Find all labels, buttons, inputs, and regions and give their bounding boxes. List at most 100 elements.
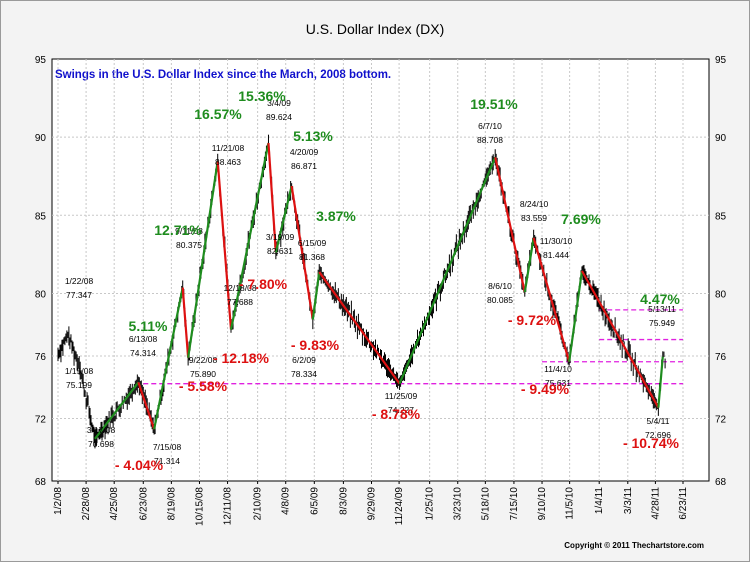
swing-date-label: 8/24/10 <box>520 199 549 209</box>
y-tick-label-left: 68 <box>35 477 47 488</box>
swing-date-label: 9/11/08 <box>175 226 203 236</box>
loss-percent-label: - 5.58% <box>179 378 228 394</box>
chart-subtitle: Swings in the U.S. Dollar Index since th… <box>55 69 391 81</box>
x-tick-label: 1/25/10 <box>425 487 436 521</box>
gain-percent-label: 4.47% <box>640 291 680 307</box>
x-tick-label: 3/3/11 <box>623 487 634 514</box>
plot-area <box>51 58 710 482</box>
x-tick-label: 4/28/11 <box>650 487 661 520</box>
x-tick-label: 6/23/11 <box>678 487 689 520</box>
downswing-line <box>494 157 526 293</box>
loss-percent-label: - 9.72% <box>508 312 557 328</box>
y-tick-label-left: 90 <box>35 133 47 144</box>
swing-date-label: 3/17/08 <box>87 425 116 435</box>
upswing-line <box>657 356 664 408</box>
x-tick-label: 1/4/11 <box>594 487 605 514</box>
swing-value-label: 80.085 <box>487 295 513 305</box>
swing-date-label: 11/30/10 <box>540 236 573 246</box>
chart-title: U.S. Dollar Index (DX) <box>306 21 444 37</box>
swing-value-label: 86.871 <box>291 161 317 171</box>
downswing-line <box>290 185 314 320</box>
loss-percent-label: - 7.80% <box>239 276 288 292</box>
swing-value-label: 74.227 <box>388 405 414 415</box>
gain-percent-label: 3.87% <box>316 208 356 224</box>
swing-value-label: 82.631 <box>267 246 293 256</box>
swing-value-label: 78.334 <box>291 369 317 379</box>
x-tick-label: 9/10/10 <box>537 487 548 521</box>
downswing-line <box>532 237 571 363</box>
downswing-line <box>580 270 660 409</box>
x-tick-label: 7/15/10 <box>509 487 520 521</box>
swing-value-label: 75.890 <box>190 369 216 379</box>
gain-percent-label: 5.11% <box>129 318 168 334</box>
x-tick-label: 2/28/08 <box>81 487 92 521</box>
y-tick-label-left: 80 <box>35 289 47 300</box>
swing-value-label: 77.347 <box>66 290 92 300</box>
upswing-line <box>568 270 584 362</box>
gain-percent-label: 19.51% <box>470 96 518 112</box>
x-tick-label: 11/5/10 <box>565 487 576 520</box>
swing-value-label: 88.463 <box>215 157 241 167</box>
x-tick-label: 4/25/08 <box>109 487 120 521</box>
loss-percent-label: - 9.83% <box>291 337 340 353</box>
x-tick-label: 11/24/09 <box>394 487 405 526</box>
swing-date-label: 8/6/10 <box>488 281 512 291</box>
swing-date-label: 5/4/11 <box>646 416 669 426</box>
swing-date-label: 6/2/09 <box>292 355 316 365</box>
x-tick-label: 9/29/09 <box>366 487 377 521</box>
downswing-line <box>267 142 277 253</box>
swing-date-label: 1/22/08 <box>65 276 94 286</box>
x-tick-label: 4/8/09 <box>281 487 292 515</box>
x-tick-label: 8/19/08 <box>166 487 177 521</box>
swing-value-label: 80.375 <box>176 240 202 250</box>
upswing-line <box>311 271 321 320</box>
swing-value-label: 81.444 <box>543 250 569 260</box>
swing-value-label: 83.559 <box>521 213 547 223</box>
x-tick-label: 12/11/08 <box>223 487 234 526</box>
swing-value-label: 81.368 <box>299 252 325 262</box>
x-tick-label: 3/23/10 <box>453 487 464 521</box>
loss-percent-label: - 10.74% <box>623 435 680 451</box>
gain-percent-label: 16.57% <box>194 106 242 122</box>
y-tick-label-right: 85 <box>715 211 727 222</box>
swing-value-label: 89.624 <box>266 112 292 122</box>
swing-date-label: 6/15/09 <box>298 238 327 248</box>
upswing-line <box>398 156 497 385</box>
swing-date-label: 6/7/10 <box>478 121 502 131</box>
y-tick-label-right: 95 <box>715 55 727 66</box>
swing-date-label: 4/20/09 <box>290 147 319 157</box>
downswing-line <box>137 381 156 430</box>
gain-percent-label: 7.69% <box>561 211 601 227</box>
swing-value-label: 72.696 <box>645 430 671 440</box>
y-tick-label-left: 95 <box>35 55 47 66</box>
x-tick-label: 1/2/08 <box>53 487 64 515</box>
x-tick-label: 2/10/09 <box>253 487 264 521</box>
swing-value-label: 74.314 <box>130 348 156 358</box>
swing-value-label: 70.698 <box>88 439 114 449</box>
swing-date-label: 6/13/08 <box>129 334 158 344</box>
swing-value-label: 75.631 <box>545 378 571 388</box>
x-tick-label: 8/3/09 <box>338 487 349 515</box>
y-tick-label-right: 90 <box>715 133 727 144</box>
swing-value-label: 75.199 <box>66 380 92 390</box>
y-tick-label-left: 85 <box>35 211 47 222</box>
upswing-line <box>523 237 535 293</box>
swing-date-label: 9/22/08 <box>189 355 218 365</box>
y-tick-label-left: 76 <box>35 352 47 363</box>
loss-percent-label: - 9.49% <box>521 381 570 397</box>
upswing-line <box>94 381 140 440</box>
gain-percent-label: 15.36% <box>238 88 286 104</box>
gain-percent-label: 12.71% <box>154 222 202 238</box>
y-tick-label-right: 68 <box>715 477 727 488</box>
loss-percent-label: - 12.18% <box>213 350 270 366</box>
loss-percent-label: - 4.04% <box>115 457 164 473</box>
swing-date-label: 1/15/08 <box>65 366 94 376</box>
swing-date-label: 3/4/09 <box>267 98 291 108</box>
swing-value-label: 77.688 <box>227 297 253 307</box>
upswing-line <box>187 161 219 358</box>
downswing-line <box>318 271 401 385</box>
downswing-line <box>181 287 190 358</box>
y-tick-label-left: 72 <box>35 414 47 425</box>
